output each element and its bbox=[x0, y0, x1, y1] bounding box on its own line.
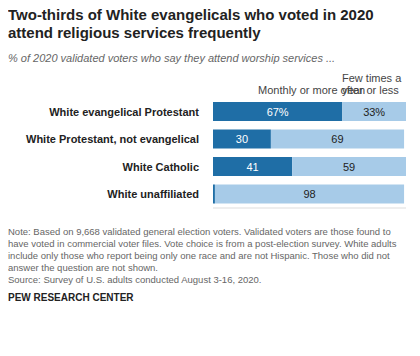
svg-text:98: 98 bbox=[303, 188, 315, 200]
html-text:Source: Survey of U.S. adults: Source: Survey of U.S. adults conducted … bbox=[8, 274, 262, 285]
svg-text:White unaffiliated: White unaffiliated bbox=[107, 188, 199, 200]
svg-text:41: 41 bbox=[246, 161, 258, 173]
html-text:% of 2020 validated voters who: % of 2020 validated voters who say they … bbox=[8, 52, 336, 64]
html-text:Monthly or more often: Monthly or more often bbox=[258, 84, 366, 96]
html-text:PEW RESEARCH CENTER: PEW RESEARCH CENTER bbox=[8, 292, 134, 303]
svg-text:67%: 67% bbox=[267, 106, 289, 118]
svg-text:69: 69 bbox=[331, 133, 343, 145]
svg-text:White Catholic: White Catholic bbox=[123, 161, 199, 173]
svg-text:White evangelical Protestant: White evangelical Protestant bbox=[49, 106, 199, 118]
html-text:Note: Based on 9,668 validated: Note: Based on 9,668 validated general e… bbox=[8, 226, 397, 273]
html-text:Few times a year or less: Few times a year or less bbox=[342, 72, 402, 96]
svg-text:30: 30 bbox=[236, 133, 248, 145]
html-text:Two-thirds of White evangelica: Two-thirds of White evangelicals who vot… bbox=[8, 6, 374, 41]
svg-text:33%: 33% bbox=[363, 106, 385, 118]
svg-text:59: 59 bbox=[343, 161, 355, 173]
svg-text:White Protestant, not evangeli: White Protestant, not evangelical bbox=[26, 133, 199, 145]
